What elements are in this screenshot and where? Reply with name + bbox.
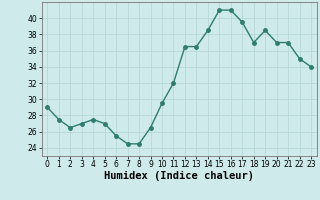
X-axis label: Humidex (Indice chaleur): Humidex (Indice chaleur) <box>104 171 254 181</box>
